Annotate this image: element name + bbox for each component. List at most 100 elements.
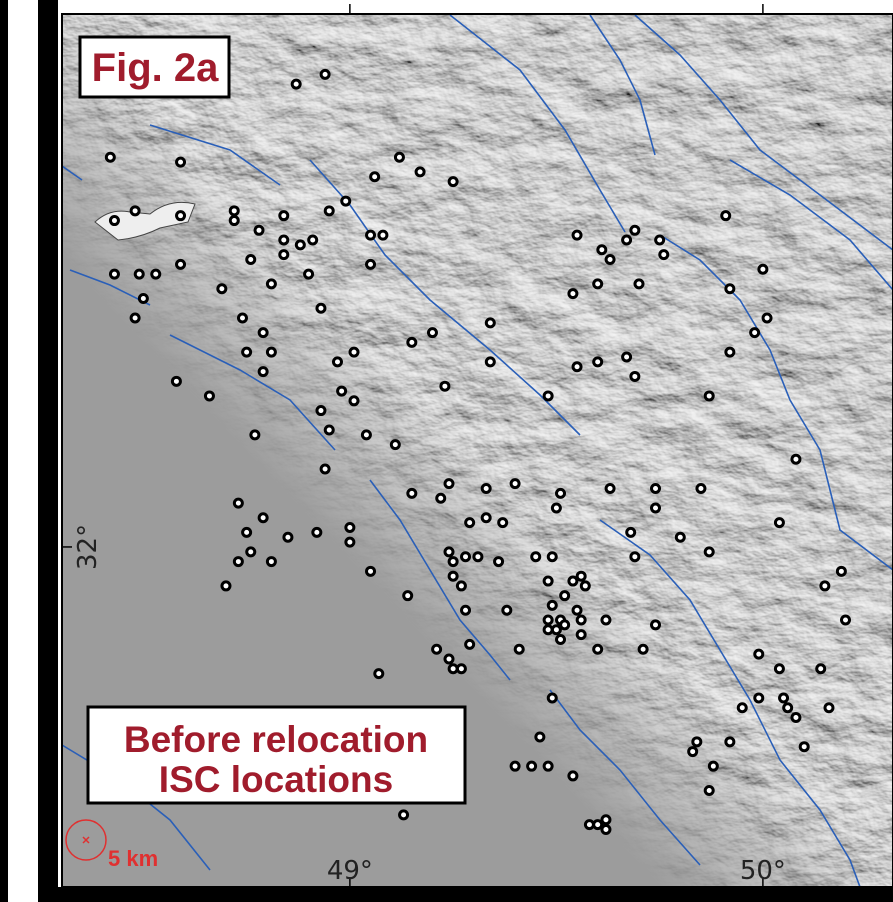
event [499, 519, 507, 527]
event [577, 572, 585, 580]
event [247, 548, 255, 556]
event [656, 236, 664, 244]
event [317, 304, 325, 312]
event [325, 207, 333, 215]
event [623, 353, 631, 361]
event [528, 762, 536, 770]
event [338, 387, 346, 395]
event [569, 772, 577, 780]
event [821, 582, 829, 590]
event [222, 582, 230, 590]
event [445, 655, 453, 663]
event [652, 621, 660, 629]
event [780, 694, 788, 702]
event [259, 368, 267, 376]
event [445, 548, 453, 556]
event [457, 582, 465, 590]
event [437, 494, 445, 502]
event [602, 616, 610, 624]
event [238, 314, 246, 322]
event [243, 348, 251, 356]
event [606, 484, 614, 492]
event [751, 329, 759, 337]
event [594, 358, 602, 366]
event [428, 329, 436, 337]
event [606, 256, 614, 264]
event [305, 270, 313, 278]
event [346, 538, 354, 546]
event [350, 397, 358, 405]
event [503, 606, 511, 614]
event [660, 251, 668, 259]
event [375, 670, 383, 678]
event [532, 553, 540, 561]
event [367, 567, 375, 575]
event [342, 197, 350, 205]
x-tick-label: 49° [327, 856, 373, 886]
side-bar [0, 0, 8, 902]
event [602, 816, 610, 824]
event [234, 499, 242, 507]
event [552, 504, 560, 512]
event [379, 231, 387, 239]
event [800, 743, 808, 751]
event [247, 256, 255, 264]
event [837, 567, 845, 575]
event [775, 519, 783, 527]
event [296, 241, 304, 249]
event [408, 338, 416, 346]
event [697, 484, 705, 492]
event [346, 523, 354, 531]
legend-line: ISC locations [159, 759, 393, 800]
event [594, 821, 602, 829]
map: 49°50°32° Fig. 2a Before relocation ISC … [0, 0, 893, 902]
y-tick-label: 32° [73, 524, 103, 570]
event [676, 533, 684, 541]
event [709, 762, 717, 770]
event [106, 153, 114, 161]
event [548, 553, 556, 561]
event [218, 285, 226, 293]
event [631, 372, 639, 380]
event [317, 407, 325, 415]
scale-label: 5 km [108, 846, 158, 871]
event [548, 601, 556, 609]
event [623, 236, 631, 244]
event [825, 704, 833, 712]
event [536, 733, 544, 741]
event [371, 173, 379, 181]
event [569, 290, 577, 298]
x-tick-label: 50° [740, 856, 786, 886]
event [639, 645, 647, 653]
event [243, 528, 251, 536]
event [726, 285, 734, 293]
event [726, 738, 734, 746]
event [652, 484, 660, 492]
event [333, 358, 341, 366]
event [362, 431, 370, 439]
event [449, 178, 457, 186]
event [177, 212, 185, 220]
event [817, 665, 825, 673]
event [577, 616, 585, 624]
event [267, 558, 275, 566]
event [135, 270, 143, 278]
event [466, 519, 474, 527]
event [391, 441, 399, 449]
event [255, 226, 263, 234]
event [573, 363, 581, 371]
event [205, 392, 213, 400]
event [177, 260, 185, 268]
event [569, 577, 577, 585]
event [350, 348, 358, 356]
frame-left [38, 0, 58, 902]
event [325, 426, 333, 434]
event [152, 270, 160, 278]
event [548, 694, 556, 702]
event [280, 236, 288, 244]
event [557, 489, 565, 497]
event [110, 270, 118, 278]
event [775, 665, 783, 673]
event [594, 280, 602, 288]
event [367, 231, 375, 239]
